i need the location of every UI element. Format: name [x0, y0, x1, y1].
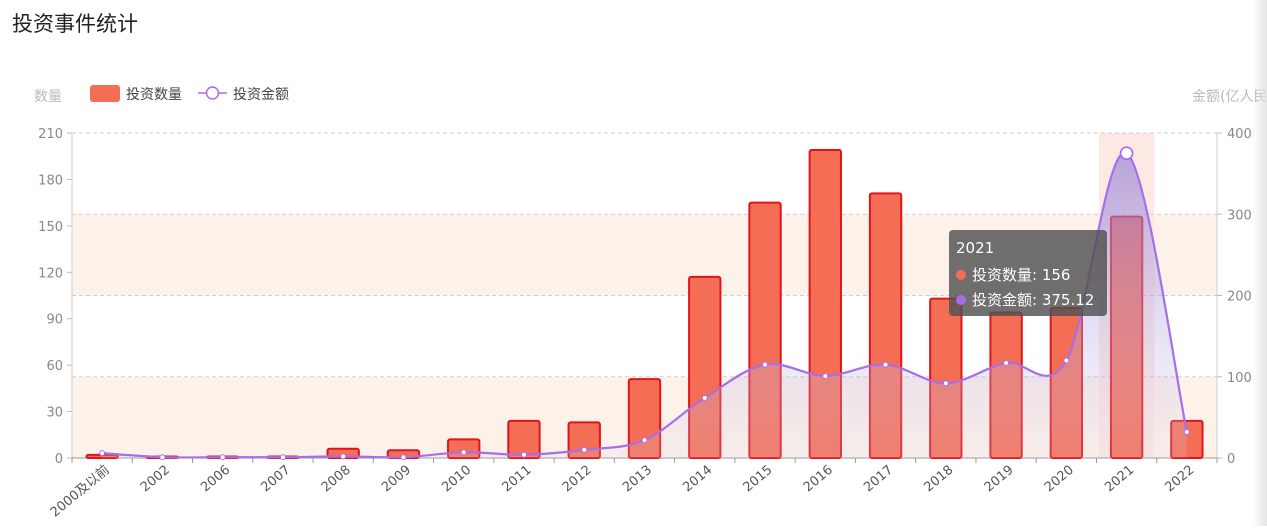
line-point [1183, 429, 1190, 435]
y-left-tick-label: 150 [38, 220, 63, 235]
line-point [822, 372, 829, 379]
line-point [279, 454, 286, 461]
line-point [1003, 359, 1010, 366]
x-tick-label: 2014 [680, 463, 715, 496]
tooltip-title: 2021 [956, 239, 995, 257]
line-point [520, 451, 527, 458]
x-tick-label: 2020 [1042, 463, 1077, 496]
x-tick-label: 2002 [138, 463, 173, 496]
tooltip-count-marker [956, 269, 966, 280]
line-point [1063, 357, 1070, 364]
y-left-tick-label: 210 [38, 127, 63, 142]
tooltip-row-amount: 投资金额: 375.12 [956, 289, 1094, 310]
line-point [159, 454, 166, 461]
x-tick-label: 2021 [1102, 463, 1137, 496]
line-point [340, 453, 347, 460]
x-tick-label: 2022 [1162, 463, 1197, 496]
y-right-tick-label: 0 [1227, 452, 1235, 467]
line-point [581, 446, 588, 453]
tooltip-row-count: 投资数量: 156 [956, 264, 1070, 285]
line-point [400, 454, 407, 461]
line-point [460, 449, 467, 456]
chart-tooltip: 2021 投资数量: 156 投资金额: 375.12 [949, 230, 1107, 316]
legend-bar-label: 投资数量 [126, 87, 182, 103]
line-point [942, 380, 949, 387]
x-tick-label: 2008 [319, 463, 354, 496]
y-right-tick-label: 100 [1227, 371, 1252, 386]
legend-line-marker [205, 86, 220, 100]
y-left-tick-label: 120 [38, 266, 63, 281]
line-point [99, 450, 106, 457]
edge-shadow [1253, 0, 1267, 526]
line-point [1119, 146, 1134, 161]
line-point [762, 361, 769, 368]
y-right-tick-label: 400 [1227, 127, 1252, 142]
y-left-tick-label: 90 [46, 313, 63, 328]
tooltip-amount-text: 投资金额: 375.12 [972, 291, 1095, 309]
y-right-tick-label: 300 [1227, 208, 1252, 223]
legend-line-label: 投资金额 [233, 87, 289, 103]
x-tick-label: 2000及以前 [47, 462, 113, 521]
line-point [882, 361, 889, 368]
line-area-fill [102, 152, 1187, 458]
x-tick-label: 2018 [921, 463, 956, 496]
x-tick-label: 2015 [741, 463, 776, 496]
y-left-tick-label: 30 [46, 406, 63, 421]
x-tick-label: 2011 [500, 463, 535, 496]
x-tick-label: 2010 [439, 463, 474, 496]
y-left-axis-title: 数量 [34, 89, 62, 105]
x-tick-label: 2019 [982, 463, 1017, 496]
tooltip-amount-marker [956, 294, 966, 305]
line-point [701, 394, 708, 401]
y-left-tick-label: 0 [55, 452, 63, 467]
line-point [219, 454, 226, 461]
x-tick-label: 2017 [861, 463, 896, 496]
x-tick-label: 2016 [801, 463, 836, 496]
y-right-tick-label: 200 [1227, 290, 1252, 305]
x-tick-label: 2013 [620, 463, 655, 496]
x-tick-label: 2009 [379, 463, 414, 496]
x-tick-label: 2006 [198, 463, 233, 496]
y-right-axis-title: 金额(亿人民 [1192, 89, 1267, 105]
x-tick-label: 2007 [258, 463, 293, 496]
line-investment-amount [102, 152, 1188, 459]
line-point [641, 437, 648, 444]
y-left-tick-label: 180 [38, 173, 63, 188]
tooltip-count-text: 投资数量: 156 [972, 266, 1071, 284]
legend-bar-swatch [90, 85, 120, 102]
y-left-tick-label: 60 [46, 359, 63, 374]
page-title: 投资事件统计 [12, 12, 138, 36]
x-tick-label: 2012 [560, 463, 595, 496]
